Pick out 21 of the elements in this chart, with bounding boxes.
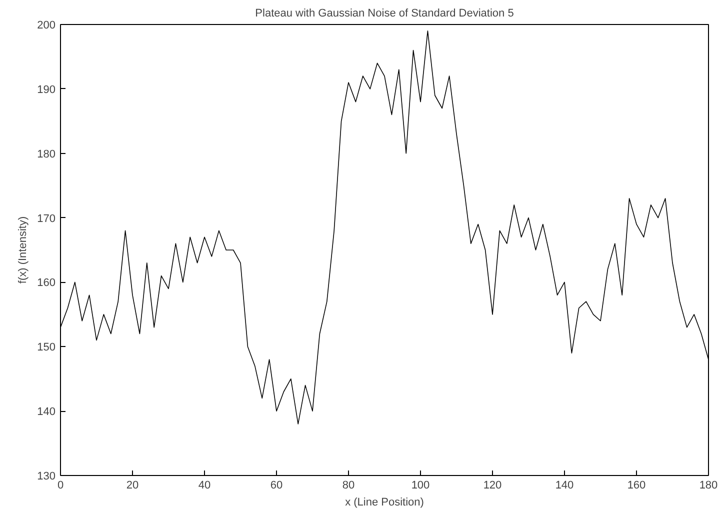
x-tick-label: 140	[555, 480, 574, 492]
y-tick-label: 150	[37, 342, 56, 354]
x-tick-label: 160	[627, 480, 646, 492]
x-tick-label: 180	[699, 480, 718, 492]
x-tick-label: 0	[57, 480, 64, 492]
x-tick-label: 60	[270, 480, 283, 492]
y-tick-label: 160	[37, 277, 56, 290]
y-tick-label: 180	[37, 148, 56, 160]
x-tick-label: 100	[411, 480, 430, 492]
x-tick-label: 80	[342, 480, 355, 492]
x-axis-title: x (Line Position)	[345, 496, 424, 508]
y-tick-label: 170	[37, 212, 56, 225]
y-tick-label: 130	[37, 470, 56, 482]
x-tick-label: 120	[483, 480, 502, 492]
y-tick-label: 190	[37, 84, 56, 96]
x-tick-label: 40	[198, 480, 211, 492]
x-tick-label: 20	[126, 480, 139, 492]
y-tick-label: 140	[37, 406, 56, 418]
y-axis-title: f(x) (Intensity)	[17, 216, 30, 284]
chart-title: Plateau with Gaussian Noise of Standard Deviation 5	[255, 8, 514, 20]
y-tick-label: 200	[37, 20, 56, 32]
